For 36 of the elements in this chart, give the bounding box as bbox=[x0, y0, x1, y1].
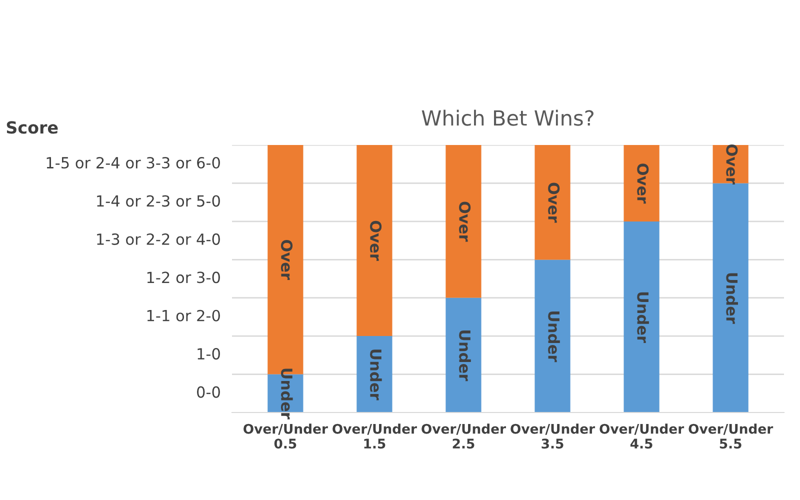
text: Over bbox=[548, 182, 560, 223]
text: 1-3 or 2-2 or 4-0 bbox=[97, 233, 220, 245]
bar bbox=[356, 145, 392, 336]
text: Over bbox=[459, 202, 471, 242]
text: Under bbox=[370, 350, 382, 400]
text: 1-0 bbox=[198, 348, 220, 360]
text: 1-2 or 3-0 bbox=[147, 272, 220, 284]
x-tick-label: Over/Under 5.5 bbox=[688, 424, 774, 449]
x-tick-label: Over/Under 1.5 bbox=[332, 424, 417, 449]
bar bbox=[712, 183, 748, 412]
bar bbox=[356, 336, 392, 412]
text: Over bbox=[280, 240, 293, 280]
x-tick-label: Over/Under 0.5 bbox=[244, 424, 328, 449]
bar bbox=[534, 260, 570, 412]
text: Score bbox=[6, 121, 58, 134]
text: Under bbox=[548, 311, 560, 362]
bar bbox=[624, 222, 660, 412]
text: Over bbox=[370, 220, 382, 261]
chart-title: Which Bet Wins? bbox=[422, 110, 594, 126]
text: Under bbox=[637, 292, 649, 344]
bar bbox=[446, 145, 482, 298]
text: 1-1 or 2-0 bbox=[147, 310, 220, 322]
x-tick-label: Over/Under 3.5 bbox=[510, 424, 596, 449]
bar bbox=[624, 145, 660, 222]
x-tick-label: Over/Under 2.5 bbox=[422, 424, 506, 449]
bar bbox=[446, 298, 482, 412]
text: 0-0 bbox=[197, 386, 220, 398]
series-label: Under bbox=[280, 368, 293, 420]
bar bbox=[534, 145, 570, 260]
text: Under bbox=[459, 330, 471, 382]
text: 1-5 or 2-4 or 3-3 or 6-0 bbox=[46, 156, 220, 169]
text: Under bbox=[726, 273, 738, 324]
text: 1-4 or 2-3 or 5-0 bbox=[97, 195, 220, 207]
series-label: Over bbox=[726, 144, 738, 185]
text: Over bbox=[637, 164, 649, 204]
x-tick-label: Over/Under 4.5 bbox=[600, 424, 684, 449]
